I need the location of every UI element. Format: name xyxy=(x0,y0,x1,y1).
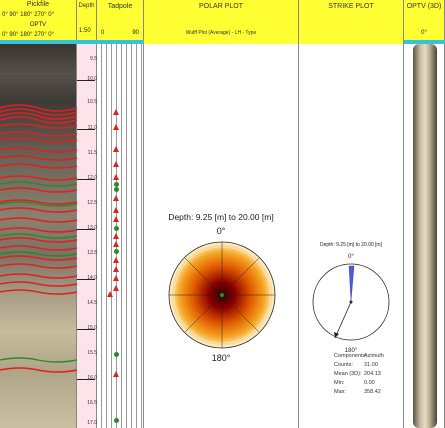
strike-depth-range: Depth: 9.25 [m] to 20.00 [m] xyxy=(320,242,382,248)
depth-tick-15-0: 15.0 xyxy=(87,325,97,331)
stat-label: Mean (3D): xyxy=(334,371,362,377)
tadpole-pick xyxy=(113,207,119,213)
tadpole-pick xyxy=(113,257,119,263)
polar-plot-panel: Depth: 9.25 [m] to 20.00 [m] 0° 180° xyxy=(144,44,299,428)
strike-north-label: 0° xyxy=(348,254,354,260)
optv-azimuth-scale: 0° 90° 180° 270° 0° xyxy=(2,32,55,38)
optv3d-core-image xyxy=(413,44,437,428)
depth-tick-11-5: 11.5 xyxy=(87,150,97,156)
depth-title: Depth xyxy=(78,3,95,9)
depth-tick-16-5: 16.5 xyxy=(87,400,97,406)
polar-header: POLAR PLOT Wulff Plot (Average) - LH - T… xyxy=(144,0,299,44)
stat-value: 358.42 xyxy=(364,389,381,395)
stat-value: 31.00 xyxy=(364,362,378,368)
tadpole-green-pick xyxy=(114,352,119,357)
tadpole-green-pick xyxy=(114,187,119,192)
polar-depth-range: Depth: 9.25 [m] to 20.00 [m] xyxy=(168,212,274,222)
tadpole-track xyxy=(97,44,144,428)
pick-sinusoids xyxy=(0,104,77,373)
tadpole-pick xyxy=(113,195,119,201)
tadpole-pick xyxy=(113,241,119,247)
depth-header: Depth 1:50 xyxy=(77,0,97,44)
optv3d-header: OPTV (3D) 0° xyxy=(404,0,445,44)
tadpole-green-pick xyxy=(114,226,119,231)
tadpole-green-pick xyxy=(114,249,119,254)
strike-title: STRIKE PLOT xyxy=(328,3,374,10)
pickfile-header: Pickfile 0° 90° 180° 270° 0° OPTV 0° 90°… xyxy=(0,0,77,44)
strike-header: STRIKE PLOT xyxy=(299,0,404,44)
tadpole-pick xyxy=(113,146,119,152)
stat-value: 0.00 xyxy=(364,380,375,386)
depth-track: 9.5 10.0 10.5 11.0 11.5 12.0 12.5 13.0 1… xyxy=(77,44,97,428)
pickfile-header-bar xyxy=(0,40,77,44)
depth-scale: 1:50 xyxy=(79,28,91,34)
depth-line xyxy=(77,129,95,130)
stat-label: Components: xyxy=(334,353,367,359)
tadpole-pick xyxy=(113,174,119,180)
tadpole-pick xyxy=(113,161,119,167)
depth-line xyxy=(77,179,95,180)
stat-label: Min: xyxy=(334,380,345,386)
strike-rose xyxy=(312,263,390,341)
strike-plot-panel: Depth: 9.25 [m] to 20.00 [m] 0° 180° xyxy=(299,44,404,428)
tadpole-pick xyxy=(113,233,119,239)
tadpole-green-pick xyxy=(114,182,119,187)
stat-value: Azimuth xyxy=(364,353,384,359)
depth-tick-15-5: 15.5 xyxy=(87,350,97,356)
polar-north-label: 0° xyxy=(216,226,226,236)
depth-tick-10-5: 10.5 xyxy=(87,99,97,105)
tadpole-min: 0 xyxy=(101,30,105,36)
depth-tick-14-5: 14.5 xyxy=(87,300,97,306)
tadpole-pick xyxy=(113,285,119,291)
tadpole-header: Tadpole 0 90 xyxy=(97,0,144,44)
depth-tick-12-5: 12.5 xyxy=(87,200,97,206)
tadpole-title: Tadpole xyxy=(107,3,133,10)
optv3d-header-bar xyxy=(404,40,445,44)
tadpole-green-pick xyxy=(114,418,119,423)
depth-line xyxy=(77,329,95,330)
depth-line xyxy=(77,229,95,230)
depth-line xyxy=(77,80,95,81)
stat-label: Max: xyxy=(334,389,346,395)
pickfile-title: Pickfile xyxy=(26,1,50,8)
polar-subtitle: Wulff Plot (Average) - LH - Type xyxy=(185,30,257,36)
optv3d-title: OPTV (3D) xyxy=(406,3,442,10)
depth-header-bar xyxy=(77,40,97,44)
polar-south-label: 180° xyxy=(211,353,231,363)
depth-tick-12-0: 12.0 xyxy=(87,175,97,181)
depth-tick-13-0: 13.0 xyxy=(87,225,97,231)
depth-tick-16-0: 16.0 xyxy=(87,375,97,381)
optv3d-panel xyxy=(404,44,445,428)
optv3d-angle-label: 0° xyxy=(421,30,427,36)
polar-title: POLAR PLOT xyxy=(199,3,243,10)
tadpole-pick xyxy=(113,109,119,115)
depth-tick-11-0: 11.0 xyxy=(87,125,97,131)
tadpole-pick xyxy=(113,216,119,222)
borehole-image xyxy=(0,44,77,428)
depth-tick-17-0: 17.0 xyxy=(87,420,97,426)
depth-tick-10-0: 10.0 xyxy=(87,76,97,82)
depth-tick-14-0: 14.0 xyxy=(87,275,97,281)
stat-label: Counts: xyxy=(334,362,353,368)
depth-tick-9-5: 9.5 xyxy=(90,56,97,62)
strike-south-label: 180° xyxy=(344,348,358,354)
stat-value: 204.13 xyxy=(364,371,381,377)
tadpole-pick xyxy=(113,275,119,281)
tadpole-header-bar xyxy=(97,40,144,44)
polar-stereonet xyxy=(168,241,276,349)
depth-line xyxy=(77,379,95,380)
tadpole-pick xyxy=(113,266,119,272)
tadpole-pick xyxy=(113,124,119,130)
pickfile-azimuth-scale: 0° 90° 180° 270° 0° xyxy=(2,12,55,18)
tadpole-pick xyxy=(107,291,113,297)
tadpole-pick xyxy=(113,371,119,377)
optv-label: OPTV xyxy=(29,22,47,28)
tadpole-max: 90 xyxy=(132,30,139,36)
depth-tick-13-5: 13.5 xyxy=(87,250,97,256)
depth-line xyxy=(77,279,95,280)
